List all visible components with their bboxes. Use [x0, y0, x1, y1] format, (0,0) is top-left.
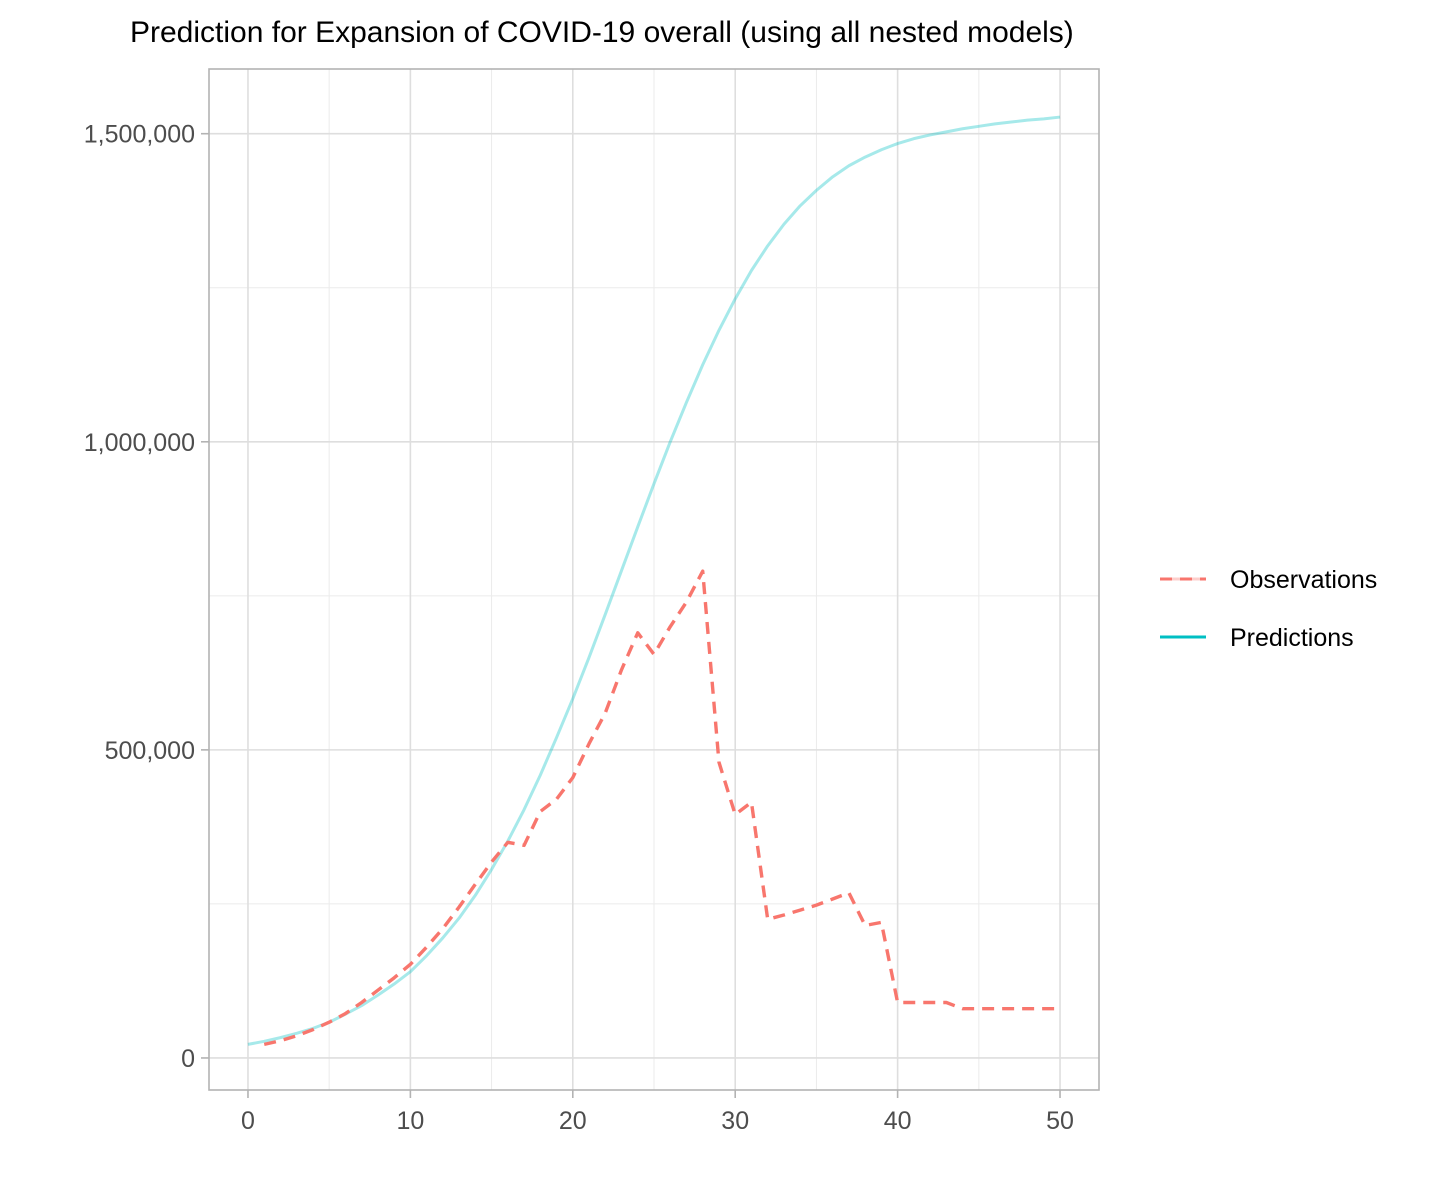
- legend: Observations Predictions: [1160, 566, 1377, 652]
- y-tick-label: 500,000: [105, 737, 195, 765]
- x-tick-label: 50: [1046, 1107, 1074, 1135]
- series-line-predictions: [247, 115, 1061, 1046]
- series-line-observations: [263, 569, 1061, 1047]
- grid-lines: [209, 69, 1099, 1090]
- y-tick-label: 1,000,000: [84, 429, 195, 457]
- x-axis: 0 10 20 30 40 50: [241, 1090, 1074, 1135]
- x-tick-label: 30: [721, 1107, 749, 1135]
- x-tick-label: 0: [241, 1107, 255, 1135]
- legend-label-observations: Observations: [1230, 566, 1377, 594]
- x-tick-label: 20: [559, 1107, 587, 1135]
- y-tick-label: 1,500,000: [84, 121, 195, 149]
- panel-border: [208, 68, 1100, 1091]
- y-tick-label: 0: [181, 1045, 195, 1073]
- legend-label-predictions: Predictions: [1230, 624, 1354, 652]
- chart-title: Prediction for Expansion of COVID-19 ove…: [130, 16, 1074, 49]
- x-tick-label: 10: [396, 1107, 424, 1135]
- x-tick-label: 40: [884, 1107, 912, 1135]
- series-layer: [247, 115, 1061, 1047]
- y-axis: 0 500,000 1,000,000 1,500,000: [84, 121, 209, 1073]
